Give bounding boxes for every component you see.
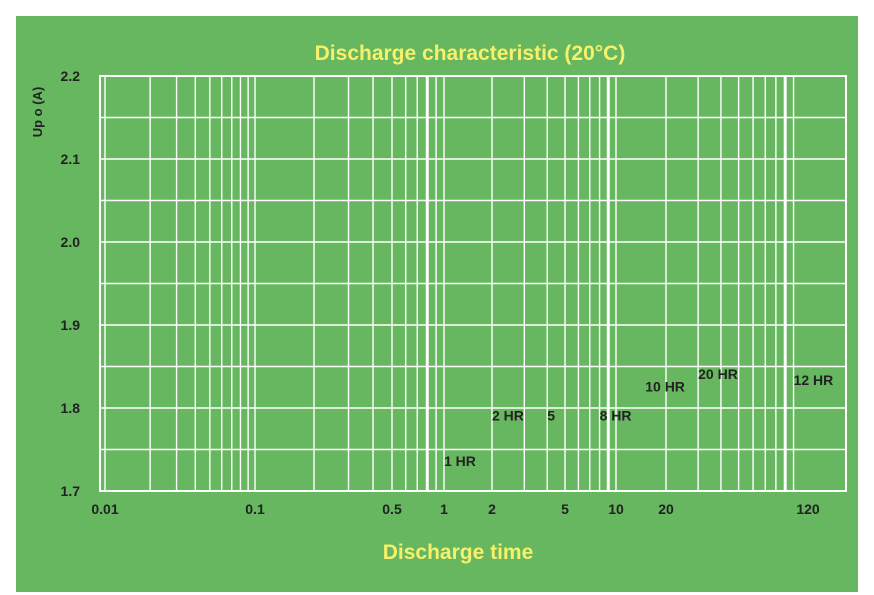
annotations: 1 HR 2 HR 5 8 HR 10 HR 20 HR 12 HR: [444, 366, 833, 469]
x-tick-label: 5: [561, 501, 569, 517]
x-tick-label: 0.01: [91, 501, 118, 517]
chart-panel: [16, 16, 858, 592]
curve-label: 1 HR: [444, 453, 476, 469]
x-tick-label: 1: [440, 501, 448, 517]
curve-label: 8 HR: [600, 407, 632, 423]
curve-label: 12 HR: [794, 372, 834, 388]
y-tick-label: 1.7: [61, 483, 81, 499]
y-tick-label: 2.2: [61, 68, 81, 84]
x-tick-label: 10: [608, 501, 624, 517]
y-tick-label: 1.8: [61, 400, 81, 416]
x-tick-label: 0.5: [382, 501, 402, 517]
x-tick-label: 2: [488, 501, 496, 517]
curve-label: 10 HR: [645, 378, 685, 394]
curve-label: 5: [547, 407, 555, 423]
grid: [100, 75, 847, 492]
y-axis-title: Up o (A): [30, 87, 45, 138]
y-tick-label: 2.1: [61, 151, 81, 167]
x-axis-title: Discharge time: [383, 541, 534, 564]
y-tick-label: 1.9: [61, 317, 81, 333]
x-tick-label: 0.1: [245, 501, 265, 517]
axes: 0.01 0.1 0.5 1 2 5 10 20 120 1.7 1.8 1.9 2.0 2.1 2.2: [61, 68, 820, 517]
chart-title: Discharge characteristic (20°C): [315, 42, 626, 65]
x-tick-label: 120: [796, 501, 820, 517]
x-tick-label: 20: [658, 501, 674, 517]
curve-label: 2 HR: [492, 407, 524, 423]
y-tick-label: 2.0: [61, 234, 81, 250]
curve-label: 20 HR: [698, 366, 738, 382]
